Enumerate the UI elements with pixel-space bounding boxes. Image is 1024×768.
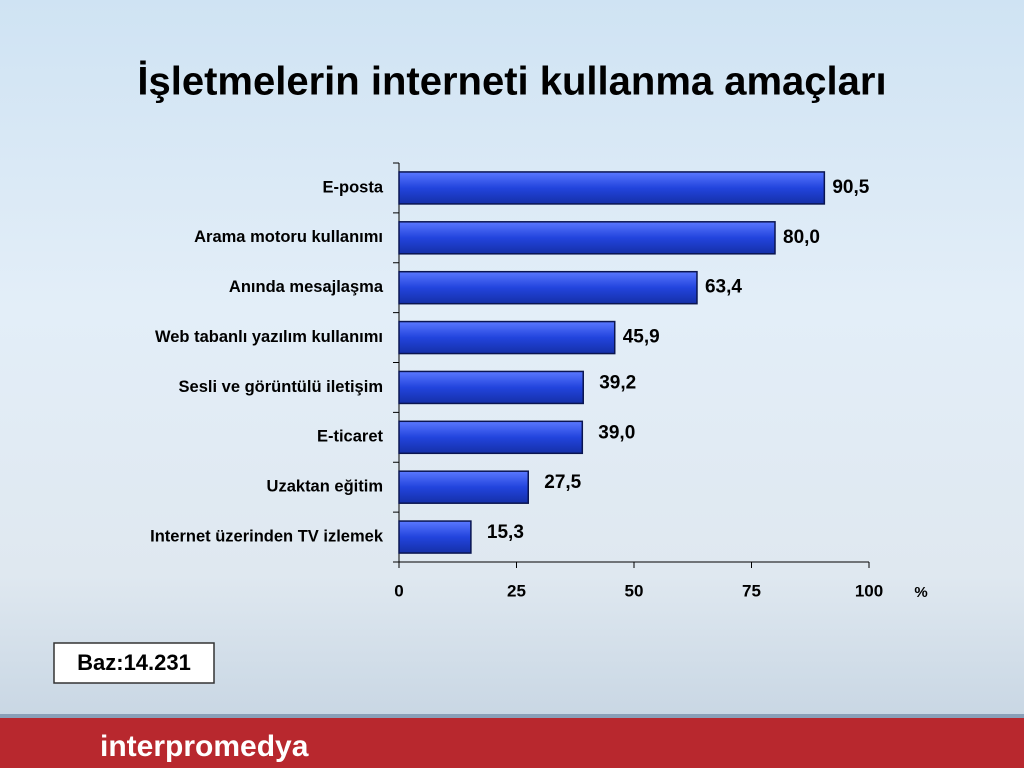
y-tick-label: E-posta (322, 178, 383, 196)
bar (398, 370, 584, 405)
value-label: 90,5 (832, 177, 869, 198)
y-tick-label: Sesli ve görüntülü iletişim (179, 378, 383, 396)
y-tick-label: Uzaktan eğitim (267, 478, 383, 496)
y-tick-label: Arama motoru kullanımı (194, 228, 383, 246)
x-tick-label: 0 (394, 581, 403, 600)
x-tick-label: 100 (855, 581, 883, 600)
value-label: 39,0 (598, 422, 635, 443)
value-label: 45,9 (623, 327, 660, 348)
value-label: 39,2 (599, 372, 636, 393)
bar (398, 520, 472, 554)
bar (398, 221, 776, 255)
footer-line (0, 714, 1024, 718)
value-label: 15,3 (487, 522, 524, 543)
value-label: 80,0 (783, 227, 820, 248)
footer-band (0, 718, 1024, 768)
base-note: Baz:14.231 (77, 650, 191, 675)
y-tick-label: Internet üzerinden TV izlemek (150, 527, 384, 545)
logo: interpromedya (100, 730, 309, 763)
bar (398, 320, 616, 355)
bar (398, 171, 826, 205)
y-tick-label: E-ticaret (317, 428, 384, 446)
y-tick-label: Anında mesajlaşma (229, 278, 384, 296)
value-label: 27,5 (544, 472, 581, 493)
x-tick-label: 25 (507, 581, 526, 600)
x-tick-label: 75 (742, 581, 761, 600)
bar (398, 420, 584, 455)
bar (398, 270, 698, 305)
chart-title: İşletmelerin interneti kullanma amaçları (137, 60, 886, 104)
base-note-box (53, 642, 215, 684)
value-label: 63,4 (705, 277, 742, 298)
x-axis-unit: % (914, 584, 927, 601)
y-tick-label: Web tabanlı yazılım kullanımı (155, 328, 383, 346)
x-tick-label: 50 (625, 581, 644, 600)
bar (398, 470, 529, 504)
